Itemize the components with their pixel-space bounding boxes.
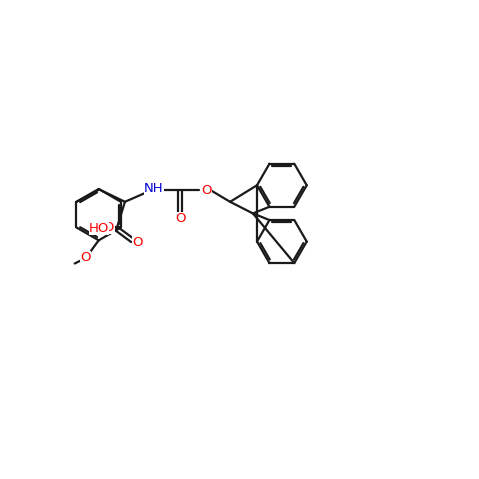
Text: O: O	[80, 251, 91, 264]
Text: O: O	[175, 212, 186, 225]
Text: O: O	[201, 184, 212, 197]
Text: HO: HO	[89, 222, 109, 235]
Text: NH: NH	[144, 182, 164, 195]
Text: O: O	[132, 236, 143, 249]
Text: HO: HO	[95, 221, 115, 234]
